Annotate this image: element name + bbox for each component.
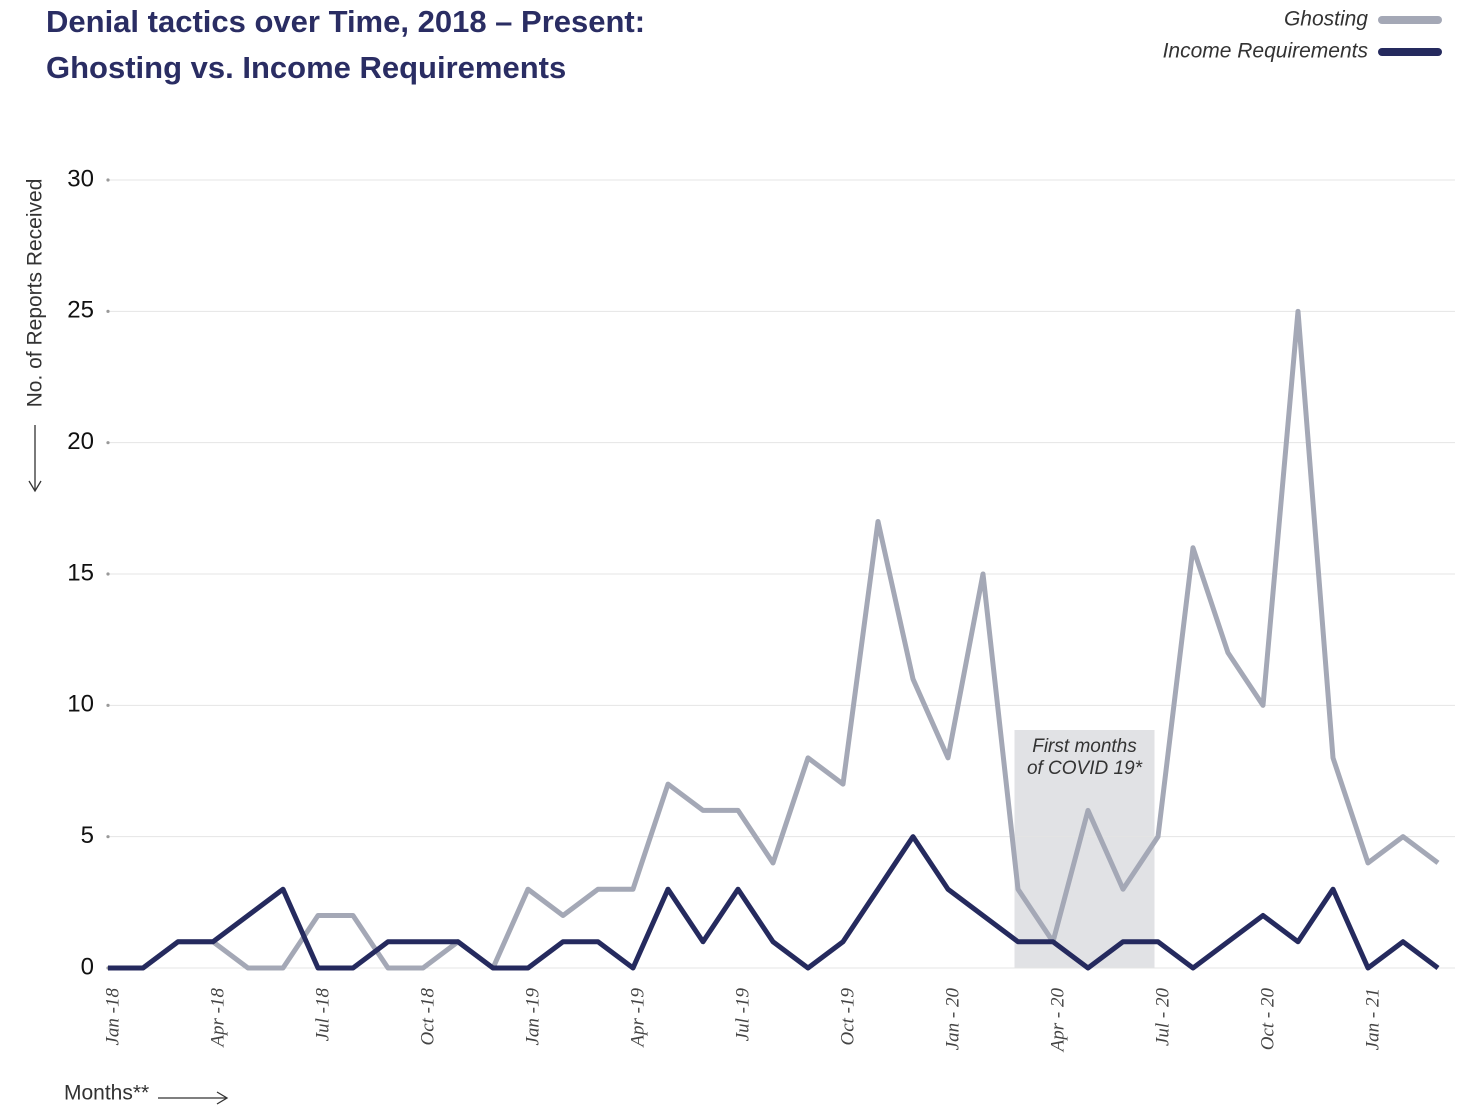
x-tick-label: Oct -18 xyxy=(417,988,438,1046)
x-tick-label: Oct -19 xyxy=(837,988,858,1046)
x-tick-label: Jan - 21 xyxy=(1362,988,1383,1050)
y-tick-label: 15 xyxy=(67,559,94,586)
tick-dot xyxy=(106,178,110,182)
x-tick-label: Jan -18 xyxy=(102,988,123,1046)
legend-label: Ghosting xyxy=(1284,8,1368,31)
x-tick-label: Jul - 20 xyxy=(1152,988,1173,1047)
x-tick-label: Jul -19 xyxy=(732,988,753,1042)
tick-dot xyxy=(106,835,110,839)
series-line xyxy=(108,308,1440,971)
x-tick-label: Jul -18 xyxy=(312,988,333,1042)
tick-dot xyxy=(106,309,110,313)
x-tick-label: Oct - 20 xyxy=(1257,988,1278,1051)
tick-dot xyxy=(106,572,110,576)
tick-dot xyxy=(106,441,110,445)
tick-dot xyxy=(106,703,110,707)
y-tick-label: 20 xyxy=(67,428,94,455)
y-axis-label: No. of Reports Received xyxy=(24,179,47,408)
x-tick-label: Jan -19 xyxy=(522,988,543,1046)
annotation: of COVID 19* xyxy=(1027,758,1143,779)
y-tick-label: 5 xyxy=(81,822,94,849)
x-tick-label: Apr -19 xyxy=(627,988,648,1049)
x-tick-label: Jan - 20 xyxy=(942,988,963,1051)
chart-title: Denial tactics over Time, 2018 – Present… xyxy=(46,4,645,39)
y-tick-label: 25 xyxy=(67,297,94,324)
chart-title: Ghosting vs. Income Requirements xyxy=(46,50,566,85)
x-tick-label: Apr - 20 xyxy=(1047,988,1068,1054)
annotation: First months xyxy=(1032,736,1137,757)
x-tick-label: Apr -18 xyxy=(207,988,228,1049)
x-axis-label: Months** xyxy=(64,1082,149,1105)
legend-label: Income Requirements xyxy=(1163,40,1369,63)
series-line xyxy=(108,834,1440,971)
x-arrow-head xyxy=(216,1091,229,1105)
y-arrow-head xyxy=(28,480,42,493)
y-tick-label: 0 xyxy=(81,953,94,980)
y-tick-label: 10 xyxy=(67,691,94,718)
y-tick-label: 30 xyxy=(67,165,94,192)
covid-shade xyxy=(1014,730,1155,968)
